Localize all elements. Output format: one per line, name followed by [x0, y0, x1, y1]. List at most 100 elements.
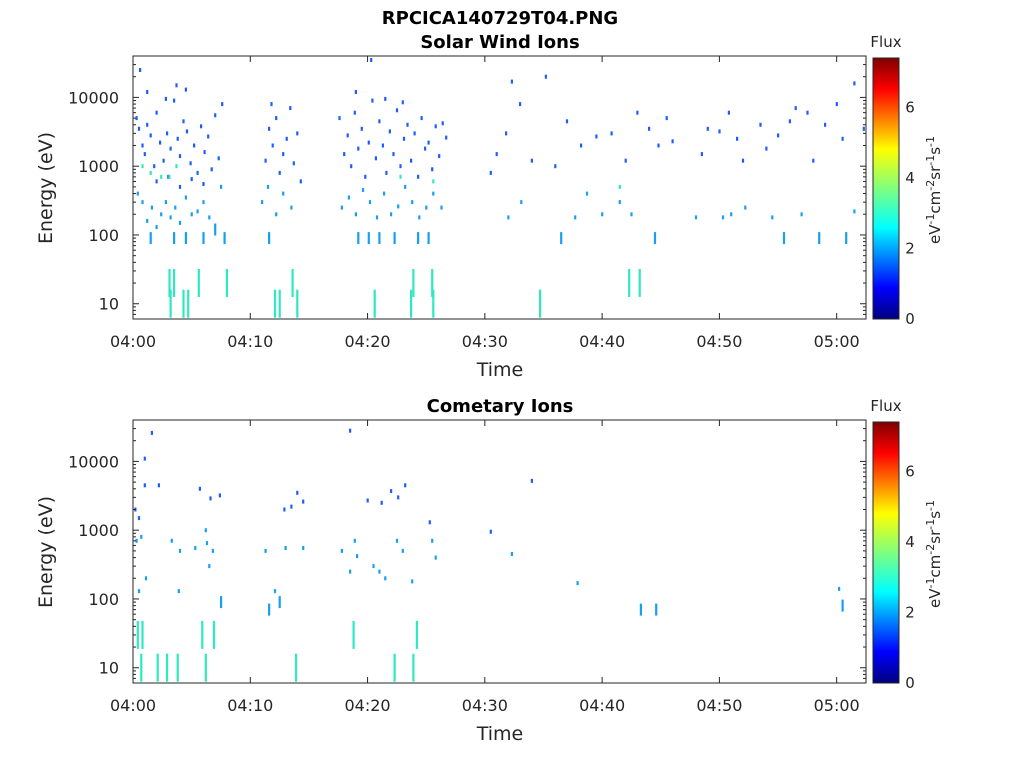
data-point [193, 143, 196, 148]
x-axis-label: Time [476, 723, 524, 745]
x-tick-label: 04:20 [345, 332, 391, 351]
data-point [671, 139, 674, 144]
data-point [411, 579, 414, 584]
data-point [282, 191, 285, 196]
data-point [788, 119, 791, 124]
data-point [284, 546, 287, 550]
data-point [140, 653, 143, 682]
data-point [200, 124, 203, 129]
data-point [347, 195, 350, 200]
data-point [665, 116, 668, 121]
data-point [744, 205, 747, 210]
data-point [655, 603, 658, 616]
data-point [565, 119, 569, 124]
data-point [169, 215, 172, 220]
data-point [185, 129, 189, 134]
data-point [261, 200, 264, 205]
panel-title: Solar Wind Ions [420, 32, 579, 53]
y-tick-label: 1000 [78, 157, 119, 176]
data-point [636, 110, 639, 115]
colorbar-tick-label: 2 [905, 239, 915, 257]
data-point [393, 232, 396, 245]
data-point [168, 269, 171, 297]
data-point [530, 478, 533, 483]
data-point [519, 102, 522, 107]
data-point [630, 212, 633, 217]
colorbar [872, 57, 900, 320]
data-point [137, 589, 141, 594]
data-point [392, 152, 395, 157]
data-point [610, 131, 613, 136]
data-point [149, 170, 152, 175]
colorbar-tick-label: 0 [905, 310, 915, 328]
data-point [214, 113, 217, 118]
data-point [417, 232, 420, 245]
data-point [220, 184, 223, 189]
data-point [302, 546, 305, 550]
data-point [166, 131, 169, 136]
data-point [198, 486, 201, 491]
data-point [432, 289, 435, 318]
data-point [178, 184, 182, 189]
data-point [390, 212, 393, 217]
data-point [141, 200, 144, 205]
y-ticks: 10 100 1000 10000 [68, 55, 866, 320]
y-tick-label: 100 [88, 590, 119, 609]
data-point [434, 124, 437, 129]
data-point [302, 499, 305, 504]
data-point [221, 102, 224, 107]
data-point [173, 269, 176, 297]
data-point [350, 164, 353, 169]
data-point [173, 98, 176, 103]
data-point [397, 495, 400, 500]
data-point [367, 232, 370, 245]
data-point [384, 96, 387, 101]
data-point [395, 538, 399, 543]
data-point [296, 131, 299, 136]
data-point [194, 546, 197, 550]
y-tick-label: 10 [99, 659, 119, 678]
data-point [390, 489, 393, 494]
data-point [160, 174, 163, 179]
colorbar-ticks: 0 2 4 6 [905, 98, 915, 328]
data-point [266, 184, 270, 189]
data-point [495, 152, 498, 157]
data-point [141, 164, 144, 169]
data-point [366, 498, 369, 503]
data-point [432, 179, 435, 184]
data-point [700, 152, 703, 157]
data-point [425, 205, 428, 210]
data-point [204, 653, 207, 682]
data-point [368, 200, 372, 205]
data-point [141, 143, 144, 148]
data-point [393, 653, 396, 682]
data-point [510, 79, 513, 84]
data-point [489, 529, 492, 534]
data-point [441, 121, 444, 126]
data-point [544, 74, 547, 79]
data-point [182, 289, 185, 318]
data-point [187, 289, 190, 318]
colorbar-title: Flux [870, 33, 901, 51]
data-point [440, 205, 443, 210]
data-point [741, 158, 745, 163]
x-tick-label: 04:20 [345, 696, 391, 715]
data-point [381, 143, 384, 148]
data-point [155, 225, 158, 230]
data-point [782, 232, 786, 245]
data-point [150, 205, 153, 210]
data-point [364, 174, 367, 179]
data-point [349, 428, 352, 433]
y-tick-label: 10 [99, 295, 119, 314]
x-tick-label: 04:10 [227, 332, 273, 351]
data-point [384, 576, 387, 581]
data-point [812, 158, 815, 163]
data-point [427, 140, 430, 145]
x-tick-label: 04:30 [462, 696, 508, 715]
data-points [134, 428, 844, 682]
data-point [225, 269, 228, 297]
colorbar-tick-label: 0 [905, 674, 915, 692]
y-tick-label: 10000 [68, 452, 119, 471]
data-point [361, 188, 365, 192]
data-point [217, 156, 220, 161]
